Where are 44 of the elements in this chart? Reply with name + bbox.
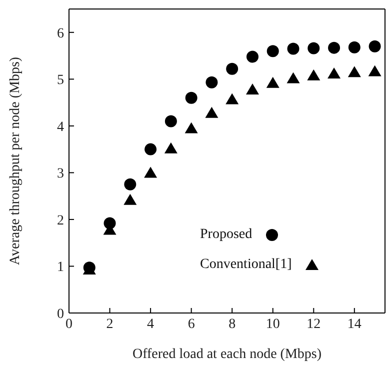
y-tick-label: 2 <box>57 213 64 228</box>
point <box>206 76 218 88</box>
point <box>328 42 340 54</box>
point <box>286 72 300 84</box>
point <box>348 41 360 54</box>
point <box>307 69 320 80</box>
point <box>226 93 239 104</box>
legend-label: Conventional[1] <box>200 257 292 273</box>
y-tick-label: 1 <box>57 260 64 276</box>
y-tick-label: 3 <box>57 166 64 182</box>
point <box>368 40 381 52</box>
point <box>328 68 341 79</box>
point <box>124 194 137 205</box>
point <box>124 178 136 190</box>
x-tick-label: 12 <box>306 316 321 332</box>
point <box>205 106 218 118</box>
point <box>368 65 382 76</box>
x-axis-title: Offered load at each node (Mbps) <box>132 347 322 362</box>
point <box>226 62 238 75</box>
x-tick-label: 8 <box>228 316 236 332</box>
point <box>348 66 361 78</box>
y-axis-title: Average throughput per node (Mbps) <box>8 56 23 266</box>
point <box>246 83 259 94</box>
point <box>308 42 320 54</box>
point <box>164 142 178 154</box>
x-tick-label: 14 <box>347 316 362 332</box>
point <box>246 50 258 63</box>
y-tick-label: 5 <box>57 73 64 88</box>
point <box>185 92 198 104</box>
x-tick-label: 6 <box>188 316 195 332</box>
point <box>266 45 279 58</box>
x-tick-label: 4 <box>147 316 154 332</box>
y-tick-label: 6 <box>57 26 64 42</box>
point <box>144 166 158 178</box>
y-tick-label: 4 <box>57 120 64 135</box>
point <box>184 122 198 134</box>
point <box>144 143 157 156</box>
point <box>164 115 177 128</box>
x-tick-label: 10 <box>266 316 280 332</box>
point <box>266 76 280 88</box>
legend-label: Proposed <box>200 227 252 243</box>
x-tick-label: 2 <box>106 316 114 332</box>
point <box>287 42 300 55</box>
y-tick-label: 0 <box>57 306 64 322</box>
